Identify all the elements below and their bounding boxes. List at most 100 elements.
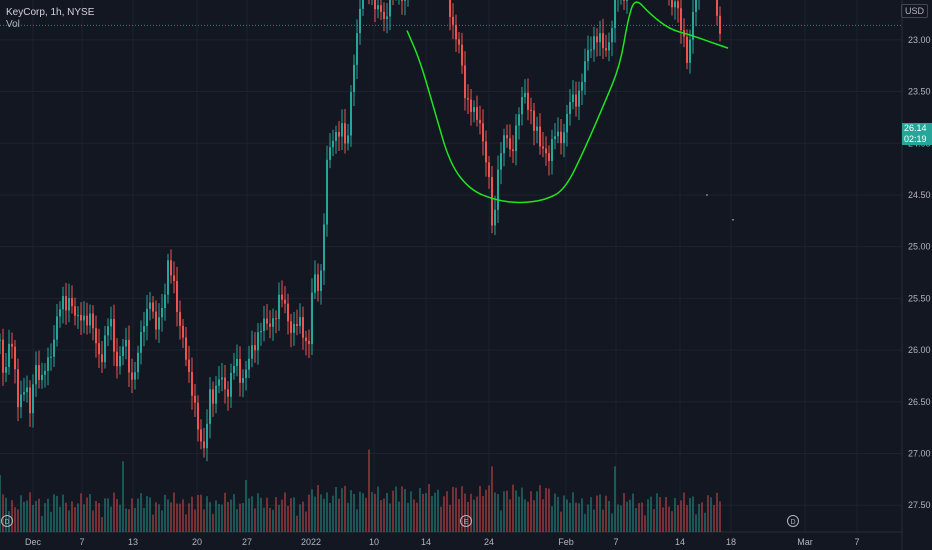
- volume-bar: [11, 500, 13, 532]
- volume-bar: [431, 496, 433, 532]
- volume-bar: [50, 511, 52, 532]
- event-marker-icon: [1, 515, 13, 527]
- volume-bar: [251, 496, 253, 532]
- volume-bar: [230, 499, 232, 532]
- candle-body: [155, 311, 157, 330]
- volume-bar: [716, 492, 718, 532]
- volume-bar: [611, 513, 613, 532]
- volume-bar: [98, 503, 100, 532]
- candle-body: [194, 395, 196, 403]
- volume-bar: [590, 497, 592, 532]
- volume-bar: [254, 508, 256, 532]
- candle-body: [248, 358, 250, 370]
- volume-bar: [500, 510, 502, 532]
- volume-bar: [446, 491, 448, 532]
- candle-body: [383, 11, 385, 20]
- candle-body: [494, 209, 496, 226]
- candle-body: [230, 372, 232, 397]
- candle-body: [509, 138, 511, 150]
- candle-body: [209, 389, 211, 424]
- candle-body: [188, 359, 190, 372]
- volume-bar: [257, 493, 259, 532]
- volume-bar: [104, 498, 106, 532]
- candle-body: [50, 356, 52, 358]
- volume-bar: [524, 499, 526, 532]
- volume-bar: [341, 488, 343, 532]
- volume-bar: [356, 509, 358, 532]
- candle-body: [377, 5, 379, 10]
- candle-body: [284, 299, 286, 304]
- volume-bar: [479, 485, 481, 532]
- volume-bar: [593, 509, 595, 532]
- candle-body: [116, 351, 118, 367]
- candle-body: [554, 136, 556, 140]
- volume-bar: [371, 492, 373, 532]
- volume-bar: [587, 504, 589, 532]
- candle-body: [164, 294, 166, 308]
- volume-bar: [320, 494, 322, 532]
- candle-body: [125, 339, 127, 347]
- volume-label: Vol: [6, 19, 20, 30]
- candle-body: [41, 374, 43, 381]
- volume-bar: [452, 486, 454, 532]
- y-tick-label: 27.50: [908, 500, 931, 510]
- candle-body: [293, 323, 295, 333]
- y-tick-label: 26.50: [908, 397, 931, 407]
- candle-body: [0, 339, 1, 341]
- candle-body: [137, 352, 139, 373]
- candle-body: [404, 0, 406, 1]
- currency-badge[interactable]: USD: [900, 4, 928, 18]
- candle-body: [113, 318, 115, 352]
- volume-bar: [65, 502, 67, 532]
- volume-bar: [680, 500, 682, 532]
- volume-bar: [68, 510, 70, 532]
- volume-bar: [128, 509, 130, 532]
- candle-body: [128, 339, 130, 373]
- candle-body: [623, 0, 625, 1]
- volume-bar: [263, 507, 265, 532]
- candle-body: [578, 90, 580, 107]
- candle-body: [242, 377, 244, 383]
- candle-body: [302, 317, 304, 338]
- candle-body: [227, 389, 229, 397]
- volume-bar: [392, 490, 394, 532]
- volume-bar: [539, 485, 541, 532]
- candle-body: [311, 292, 313, 345]
- volume-bar: [92, 510, 94, 532]
- volume-bar: [644, 515, 646, 532]
- volume-bar: [599, 494, 601, 532]
- volume-bar: [269, 507, 271, 532]
- volume-bar: [635, 508, 637, 532]
- volume-bar: [623, 493, 625, 532]
- x-tick-label: Mar: [797, 537, 813, 547]
- candle-body: [566, 113, 568, 133]
- volume-bar: [482, 496, 484, 532]
- volume-bar: [413, 499, 415, 532]
- volume-bar: [56, 495, 58, 532]
- candle-body: [185, 337, 187, 360]
- event-marker-icon: [460, 515, 472, 527]
- candle-body: [338, 132, 340, 137]
- volume-bar: [605, 495, 607, 532]
- candle-body: [719, 15, 721, 34]
- candle-body: [29, 387, 31, 414]
- volume-bar: [239, 503, 241, 532]
- candle-body: [167, 260, 169, 295]
- volume-bar: [365, 497, 367, 532]
- candle-body: [506, 135, 508, 139]
- volume-bar: [665, 496, 667, 532]
- volume-bar: [506, 490, 508, 532]
- candle-body: [131, 372, 133, 380]
- volume-bar: [662, 507, 664, 532]
- volume-bar: [338, 498, 340, 532]
- volume-bar: [653, 509, 655, 532]
- volume-bar: [0, 475, 1, 532]
- candle-body: [347, 135, 349, 144]
- volume-bar: [122, 461, 124, 532]
- volume-bar: [191, 496, 193, 532]
- volume-bar: [449, 504, 451, 532]
- volume-bar: [329, 502, 331, 532]
- candle-body: [8, 343, 10, 368]
